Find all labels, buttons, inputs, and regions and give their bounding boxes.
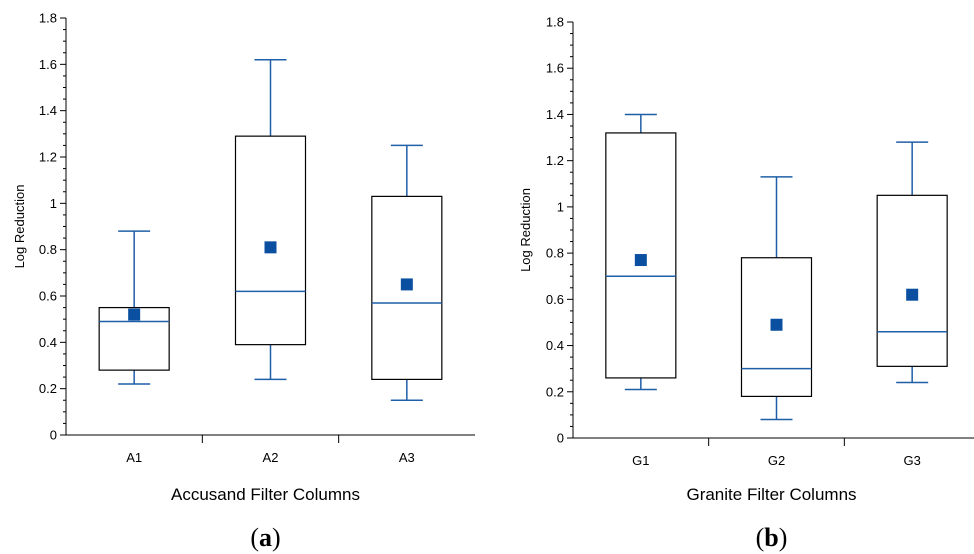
x-tick-label: A3 — [399, 450, 415, 465]
chart-panel-b: 0 0.2 0.4 0.6 0.8 1 1.2 1.4 1.6 1.8 Log Reduction G… — [518, 15, 974, 552]
box-g1 — [605, 113, 677, 391]
mean-marker — [264, 241, 277, 254]
box-g2 — [740, 176, 813, 421]
chart-panel-a: 0 0.2 0.4 0.6 0.8 1 1.2 1.4 1.6 1.8 Log Reduction A… — [12, 11, 475, 552]
box-a2 — [234, 58, 307, 381]
mean-marker — [906, 288, 919, 301]
x-tick-label: G2 — [768, 453, 785, 468]
mean-marker — [770, 318, 783, 331]
x-axis-title: Accusand Filter Columns — [171, 485, 360, 504]
iqr-box — [876, 194, 948, 367]
box-g3 — [876, 141, 948, 384]
y-tick-label: 0.4 — [546, 338, 564, 353]
y-tick-label: 0.6 — [39, 289, 57, 304]
iqr-box — [371, 195, 443, 380]
iqr-box — [605, 132, 677, 379]
iqr-box — [740, 257, 813, 398]
iqr-box — [234, 135, 307, 346]
y-tick-label: 1.8 — [39, 11, 57, 26]
y-tick-label: 0.6 — [546, 292, 564, 307]
y-tick-label: 1.2 — [39, 150, 57, 165]
x-tick-label: A2 — [263, 450, 279, 465]
y-axis-title: Log Reduction — [12, 185, 27, 269]
x-tick-label: G1 — [632, 453, 649, 468]
y-tick-label: 0 — [557, 431, 564, 446]
y-tick-label: 1.8 — [546, 15, 564, 30]
y-tick-label: 0.2 — [546, 384, 564, 399]
y-tick-label: 1.2 — [546, 153, 564, 168]
y-tick-label: 0.4 — [39, 335, 57, 350]
iqr-box — [98, 306, 170, 371]
y-tick-label: 0.8 — [546, 246, 564, 261]
y-tick-label: 1 — [50, 196, 57, 211]
y-tick-label: 0 — [50, 428, 57, 443]
mean-marker — [634, 254, 647, 267]
x-axis-title: Granite Filter Columns — [686, 485, 856, 504]
y-tick-label: 0.2 — [39, 381, 57, 396]
x-tick-label: G3 — [903, 453, 920, 468]
mean-marker — [128, 308, 141, 321]
box-a1 — [98, 230, 170, 385]
panel-label: (a) — [250, 523, 280, 552]
y-tick-label: 1.4 — [546, 107, 564, 122]
box-a3 — [371, 144, 443, 401]
y-tick-label: 0.8 — [39, 242, 57, 257]
x-tick-label: A1 — [126, 450, 142, 465]
y-tick-label: 1.6 — [39, 57, 57, 72]
y-tick-label: 1.6 — [546, 61, 564, 76]
y-tick-label: 1.4 — [39, 103, 57, 118]
y-tick-label: 1 — [557, 199, 564, 214]
panel-label: (b) — [756, 523, 788, 552]
mean-marker — [400, 278, 413, 291]
y-axis-title: Log Reduction — [518, 188, 533, 272]
